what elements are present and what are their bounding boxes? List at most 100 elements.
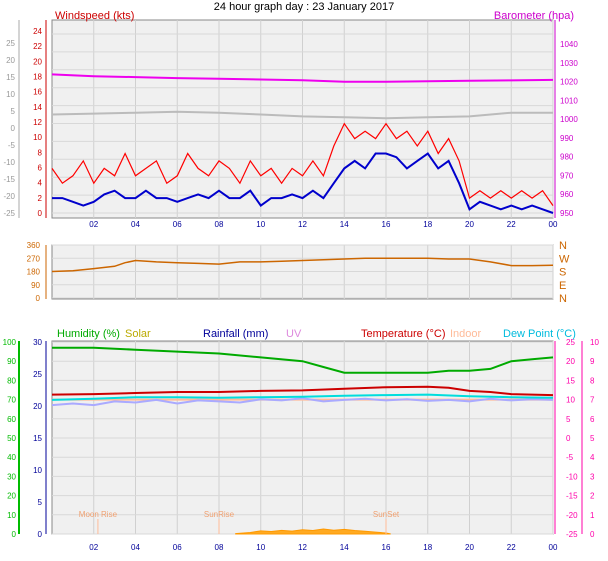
wind-outer-tick: 0 bbox=[11, 124, 16, 133]
wind-x-tick: 16 bbox=[382, 220, 391, 229]
wind-x-tick: 02 bbox=[89, 220, 98, 229]
wind-dir-ticks: 360 270 180 90 0 bbox=[27, 241, 41, 303]
temp-tick: -15 bbox=[566, 492, 578, 501]
wind-outer-tick: 5 bbox=[11, 107, 16, 116]
temperature-line bbox=[51, 385, 554, 397]
temp-outer-tick: 3 bbox=[590, 472, 595, 481]
wind-x-ticks: 02 04 06 08 10 12 14 16 18 20 22 00 bbox=[89, 220, 558, 229]
wind-tick: 12 bbox=[33, 118, 42, 127]
event-label: SunSet bbox=[373, 510, 400, 519]
temp-outer-tick: 1 bbox=[590, 511, 595, 520]
wind-tick: 14 bbox=[33, 103, 42, 112]
wind-x-tick: 22 bbox=[507, 220, 516, 229]
wind-tick: 22 bbox=[33, 42, 42, 51]
temp-tick: 5 bbox=[566, 415, 571, 424]
wind-tick: 0 bbox=[38, 209, 43, 218]
wind-x-tick: 14 bbox=[340, 220, 349, 229]
event-label: Moon Rise bbox=[79, 510, 118, 519]
temp-outer-tick: 5 bbox=[590, 434, 595, 443]
wind-dir-grid bbox=[52, 244, 554, 299]
baro-tick: 1020 bbox=[560, 78, 578, 87]
dewpoint-label: Dew Point (°C) bbox=[503, 328, 576, 340]
temp-ticks: 25 20 15 10 5 0 -5 -10 -15 -20 -25 bbox=[566, 338, 578, 539]
wind-tick: 20 bbox=[33, 57, 42, 66]
wind-tick: 18 bbox=[33, 73, 42, 82]
temp-tick: 0 bbox=[566, 434, 571, 443]
wind-tick: 6 bbox=[38, 164, 43, 173]
compass-label: S bbox=[559, 267, 566, 279]
temp-x-tick: 22 bbox=[507, 543, 516, 552]
wind-x-tick: 00 bbox=[549, 220, 558, 229]
baro-tick: 970 bbox=[560, 171, 574, 180]
humidity-tick: 100 bbox=[3, 338, 17, 347]
temperature-label: Temperature (°C) bbox=[361, 328, 445, 340]
temp-outer-tick: 10 bbox=[590, 338, 599, 347]
dewpoint-line bbox=[51, 393, 554, 401]
temp-x-tick: 14 bbox=[340, 543, 349, 552]
wind-tick: 24 bbox=[33, 27, 42, 36]
temp-outer-tick: 7 bbox=[590, 396, 595, 405]
event-label: SunRise bbox=[204, 510, 235, 519]
humidity-tick: 40 bbox=[7, 453, 16, 462]
wind-outer-tick: -10 bbox=[3, 158, 15, 167]
temp-x-tick: 08 bbox=[215, 543, 224, 552]
wind-gust-line bbox=[51, 122, 554, 206]
compass-label: N bbox=[559, 293, 567, 305]
wind-baro-series bbox=[51, 73, 554, 214]
baro-tick: 980 bbox=[560, 153, 574, 162]
rain-tick: 0 bbox=[38, 530, 43, 539]
wind-dir-tick: 90 bbox=[31, 281, 40, 290]
grey-series-line bbox=[51, 110, 553, 120]
baro-tick: 1030 bbox=[560, 59, 578, 68]
temp-outer-tick: 6 bbox=[590, 415, 595, 424]
baro-tick: 950 bbox=[560, 209, 574, 218]
humidity-tick: 70 bbox=[7, 396, 16, 405]
temp-x-tick: 12 bbox=[298, 543, 307, 552]
wind-outer-tick: -5 bbox=[8, 141, 16, 150]
indoor-label: Indoor bbox=[450, 328, 482, 340]
humidity-tick: 20 bbox=[7, 492, 16, 501]
windspeed-label: Windspeed (kts) bbox=[55, 10, 134, 22]
wind-outer-tick: 10 bbox=[6, 90, 15, 99]
rain-tick: 25 bbox=[33, 370, 42, 379]
temp-outer-tick: 8 bbox=[590, 376, 595, 385]
wind-outer-tick: 20 bbox=[6, 56, 15, 65]
wind-tick: 8 bbox=[38, 148, 43, 157]
baro-tick: 1010 bbox=[560, 96, 578, 105]
humidity-tick: 0 bbox=[12, 530, 17, 539]
temp-x-tick: 06 bbox=[173, 543, 182, 552]
temp-tick: -20 bbox=[566, 511, 578, 520]
wind-dir-tick: 360 bbox=[27, 241, 41, 250]
humidity-label: Humidity (%) bbox=[57, 328, 120, 340]
baro-tick: 990 bbox=[560, 134, 574, 143]
wind-x-tick: 08 bbox=[215, 220, 224, 229]
temp-x-tick: 04 bbox=[131, 543, 140, 552]
temp-tick: 20 bbox=[566, 357, 575, 366]
rain-ticks: 30 25 20 15 10 5 0 bbox=[33, 338, 42, 539]
temp-x-tick: 02 bbox=[89, 543, 98, 552]
wind-tick: 16 bbox=[33, 88, 42, 97]
temp-x-ticks: 02 04 06 08 10 12 14 16 18 20 22 00 bbox=[89, 543, 558, 552]
temp-tick: -5 bbox=[566, 453, 574, 462]
wind-dir-tick: 0 bbox=[36, 294, 41, 303]
temp-x-tick: 10 bbox=[256, 543, 265, 552]
wind-avg-line bbox=[52, 152, 554, 214]
rain-tick: 5 bbox=[38, 498, 43, 507]
wind-x-tick: 10 bbox=[256, 220, 265, 229]
compass-label: E bbox=[559, 280, 566, 292]
rain-tick: 15 bbox=[33, 434, 42, 443]
wind-outer-tick: 25 bbox=[6, 39, 15, 48]
temp-outer-tick: 2 bbox=[590, 492, 595, 501]
wind-direction-line bbox=[51, 257, 554, 273]
baro-ticks: 1040 1030 1020 1010 1000 990 980 970 960 950 bbox=[560, 40, 578, 218]
wind-x-tick: 12 bbox=[298, 220, 307, 229]
rain-tick: 20 bbox=[33, 402, 42, 411]
wind-outer-ticks: 25 20 15 10 5 0 -5 -10 -15 -20 -25 bbox=[3, 39, 15, 218]
temp-x-tick: 20 bbox=[465, 543, 474, 552]
humidity-tick: 90 bbox=[7, 357, 16, 366]
rain-tick: 10 bbox=[33, 466, 42, 475]
humidity-line bbox=[52, 346, 554, 374]
